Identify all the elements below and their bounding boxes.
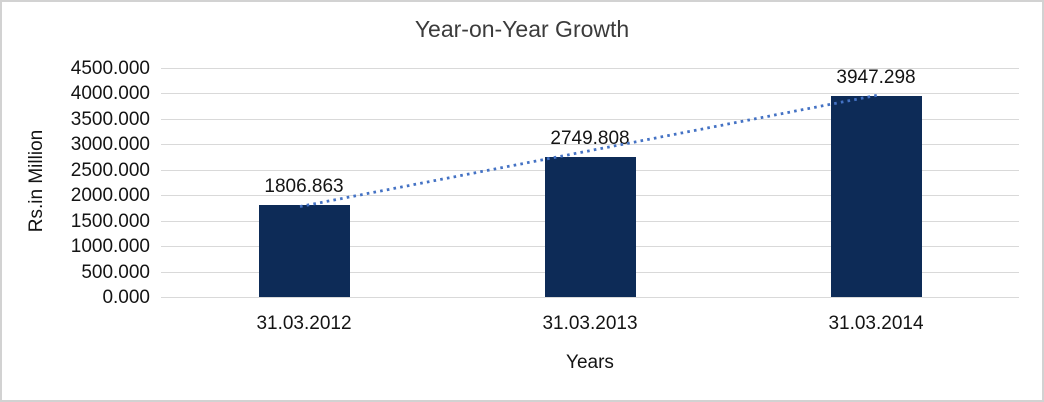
bar-value-label: 3947.298: [836, 67, 916, 89]
x-tick-label: 31.03.2013: [542, 313, 638, 334]
bar: [544, 157, 636, 297]
x-axis-title: Years: [566, 352, 614, 373]
gridline: [161, 93, 1019, 95]
y-tick-label: 3000.000: [70, 134, 150, 156]
chart-title: Year-on-Year Growth: [414, 16, 630, 42]
bar: [258, 205, 350, 297]
y-tick-label: 500.000: [81, 261, 150, 283]
gridline: [161, 68, 1019, 69]
y-tick-label: 2000.000: [70, 185, 150, 207]
y-tick-label: 0.000: [102, 287, 150, 308]
bar: [830, 96, 922, 297]
y-tick-label: 2500.000: [70, 159, 150, 181]
y-tick-label: 4000.000: [70, 83, 150, 105]
x-tick-label: 31.03.2012: [256, 313, 352, 334]
x-tick-label: 31.03.2014: [828, 313, 924, 334]
y-tick-label: 4500.000: [70, 58, 150, 79]
y-tick-label: 1000.000: [70, 236, 150, 258]
gridline: [161, 297, 1019, 298]
y-tick-label: 1500.000: [70, 210, 150, 232]
bar-value-label: 2749.808: [550, 128, 630, 150]
bar-value-label: 1806.863: [264, 176, 344, 198]
y-tick-label: 3500.000: [70, 108, 150, 130]
